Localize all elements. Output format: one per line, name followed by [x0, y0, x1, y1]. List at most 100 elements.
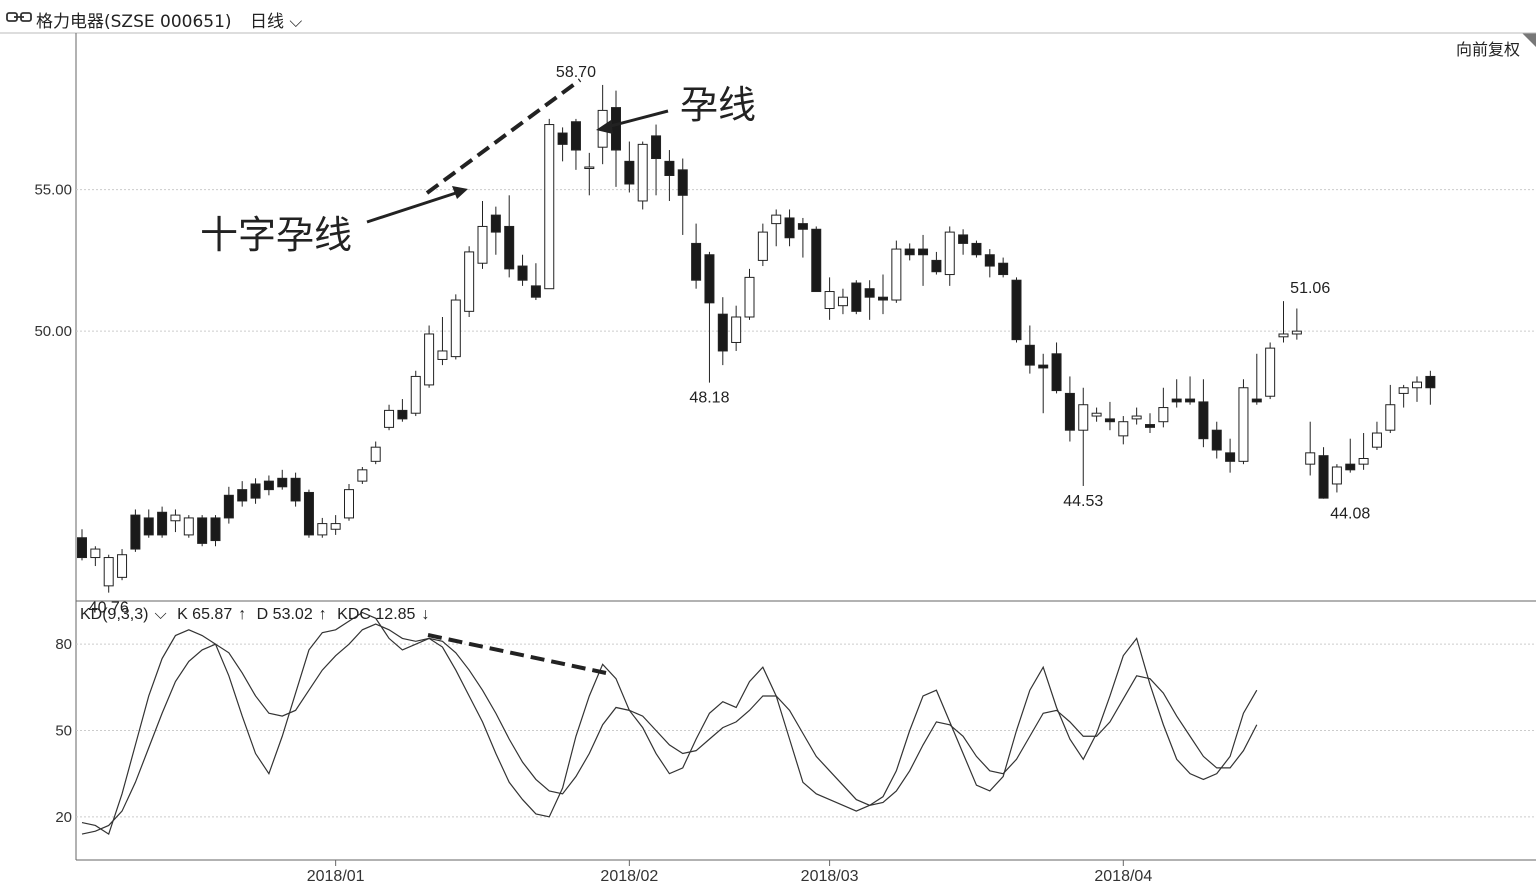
- candle-up: [183, 517, 194, 536]
- x-tick-label: 2018/04: [1094, 868, 1152, 884]
- doji-harami-arrow: [366, 189, 463, 224]
- candle-up: [370, 446, 381, 462]
- candle-up: [1238, 387, 1249, 462]
- candle-up: [1278, 333, 1289, 338]
- candle-down: [530, 285, 541, 298]
- candle-down: [797, 223, 808, 230]
- x-tick-label: 2018/01: [307, 868, 365, 884]
- candle-down: [1064, 392, 1075, 431]
- kd-k-line: [81, 611, 1258, 836]
- candle-up: [477, 225, 488, 264]
- candle-down: [303, 491, 314, 536]
- candle-up: [424, 333, 435, 386]
- candle-down: [490, 214, 501, 233]
- candle-down: [624, 160, 635, 185]
- candle-down: [504, 225, 515, 270]
- price-point-label: 48.18: [689, 390, 729, 407]
- chevron-down-icon: ⌵: [284, 12, 303, 32]
- candle-down: [651, 135, 662, 160]
- candle-up: [384, 409, 395, 428]
- candle-up: [1398, 387, 1409, 394]
- candle-down: [971, 242, 982, 256]
- arrow-up-icon: ↑: [238, 606, 247, 623]
- candle-down: [290, 477, 301, 502]
- link-icon[interactable]: [6, 11, 32, 23]
- candle-up: [103, 557, 114, 587]
- candle-down: [1425, 375, 1436, 389]
- candle-up: [1091, 412, 1102, 417]
- candle-down: [250, 483, 261, 499]
- period-selector[interactable]: 日线 ⌵: [250, 7, 302, 32]
- candle-down: [918, 248, 929, 256]
- candle-down: [1038, 364, 1049, 369]
- candle-up: [637, 143, 648, 202]
- candle-up: [944, 231, 955, 276]
- candle-up: [744, 276, 755, 318]
- period-label: 日线: [250, 12, 284, 32]
- candle-down: [77, 537, 87, 559]
- candle-down: [1251, 398, 1262, 403]
- kd-k-value: K 65.87: [177, 606, 233, 623]
- candle-down: [664, 160, 675, 177]
- candle-down: [557, 132, 568, 145]
- candle-down: [1104, 418, 1115, 423]
- candle-down: [998, 262, 1009, 276]
- candle-down: [717, 313, 728, 352]
- doji-harami-label: 十字孕线: [200, 213, 352, 257]
- harami-arrow: [602, 109, 669, 130]
- candle-up: [771, 214, 782, 225]
- kd-trend-dash-line: [427, 633, 607, 675]
- candle-down: [143, 517, 154, 536]
- adjust-selector[interactable]: 向前复权: [1455, 40, 1520, 59]
- arrow-down-icon: ↓: [421, 606, 430, 623]
- candle-down: [223, 494, 234, 519]
- candle-down: [1318, 455, 1329, 499]
- price-point-label: 44.53: [1063, 493, 1103, 510]
- candle-up: [1158, 407, 1169, 423]
- x-tick-label: 2018/02: [600, 868, 658, 884]
- candle-up: [317, 523, 328, 536]
- candle-down: [397, 409, 408, 420]
- corner-toggle-icon[interactable]: [1522, 33, 1536, 47]
- candle-up: [1078, 404, 1089, 431]
- candle-down: [1211, 429, 1222, 451]
- price-y-tick-label: 50.00: [34, 323, 72, 340]
- kd-indicator-name[interactable]: KD(9,3,3): [80, 606, 149, 623]
- candle-down: [691, 242, 702, 281]
- kd-y-tick-label: 50: [55, 723, 72, 740]
- candle-down: [1225, 452, 1236, 462]
- candle-down: [851, 282, 862, 312]
- candle-down: [570, 121, 581, 151]
- candle-up: [1371, 432, 1382, 448]
- candle-up: [1118, 421, 1129, 437]
- candle-down: [1011, 279, 1022, 341]
- kd-kdc-value: KDC 12.85: [337, 606, 416, 623]
- candle-down: [611, 107, 621, 151]
- arrow-up-icon: ↑: [318, 606, 327, 623]
- candle-down: [517, 265, 528, 281]
- price-point-label: 44.08: [1330, 506, 1370, 523]
- candle-down: [878, 296, 888, 301]
- stock-title: 格力电器(SZSE 000651): [36, 12, 232, 32]
- trend-dash-line: [425, 78, 582, 195]
- price-point-label: 51.06: [1290, 280, 1330, 297]
- candle-up: [731, 316, 742, 343]
- candle-up: [584, 166, 595, 170]
- candle-down: [677, 169, 688, 196]
- candle-up: [824, 291, 835, 310]
- candle-down: [864, 288, 875, 298]
- candle-up: [544, 124, 555, 290]
- x-tick-label: 2018/03: [801, 868, 859, 884]
- kd-legend: KD(9,3,3) ⌵ K 65.87 ↑ D 53.02 ↑ KDC 12.85 ↓: [80, 606, 435, 624]
- candle-up: [1265, 347, 1276, 397]
- kd-d-value: D 53.02: [256, 606, 313, 623]
- candle-up: [117, 554, 128, 578]
- candle-down: [210, 517, 221, 542]
- candle-up: [1291, 330, 1302, 335]
- candle-down: [157, 511, 168, 536]
- candle-down: [237, 489, 248, 502]
- candle-up: [1385, 404, 1396, 431]
- candle-down: [130, 514, 141, 550]
- chevron-down-icon[interactable]: ⌵: [154, 606, 167, 623]
